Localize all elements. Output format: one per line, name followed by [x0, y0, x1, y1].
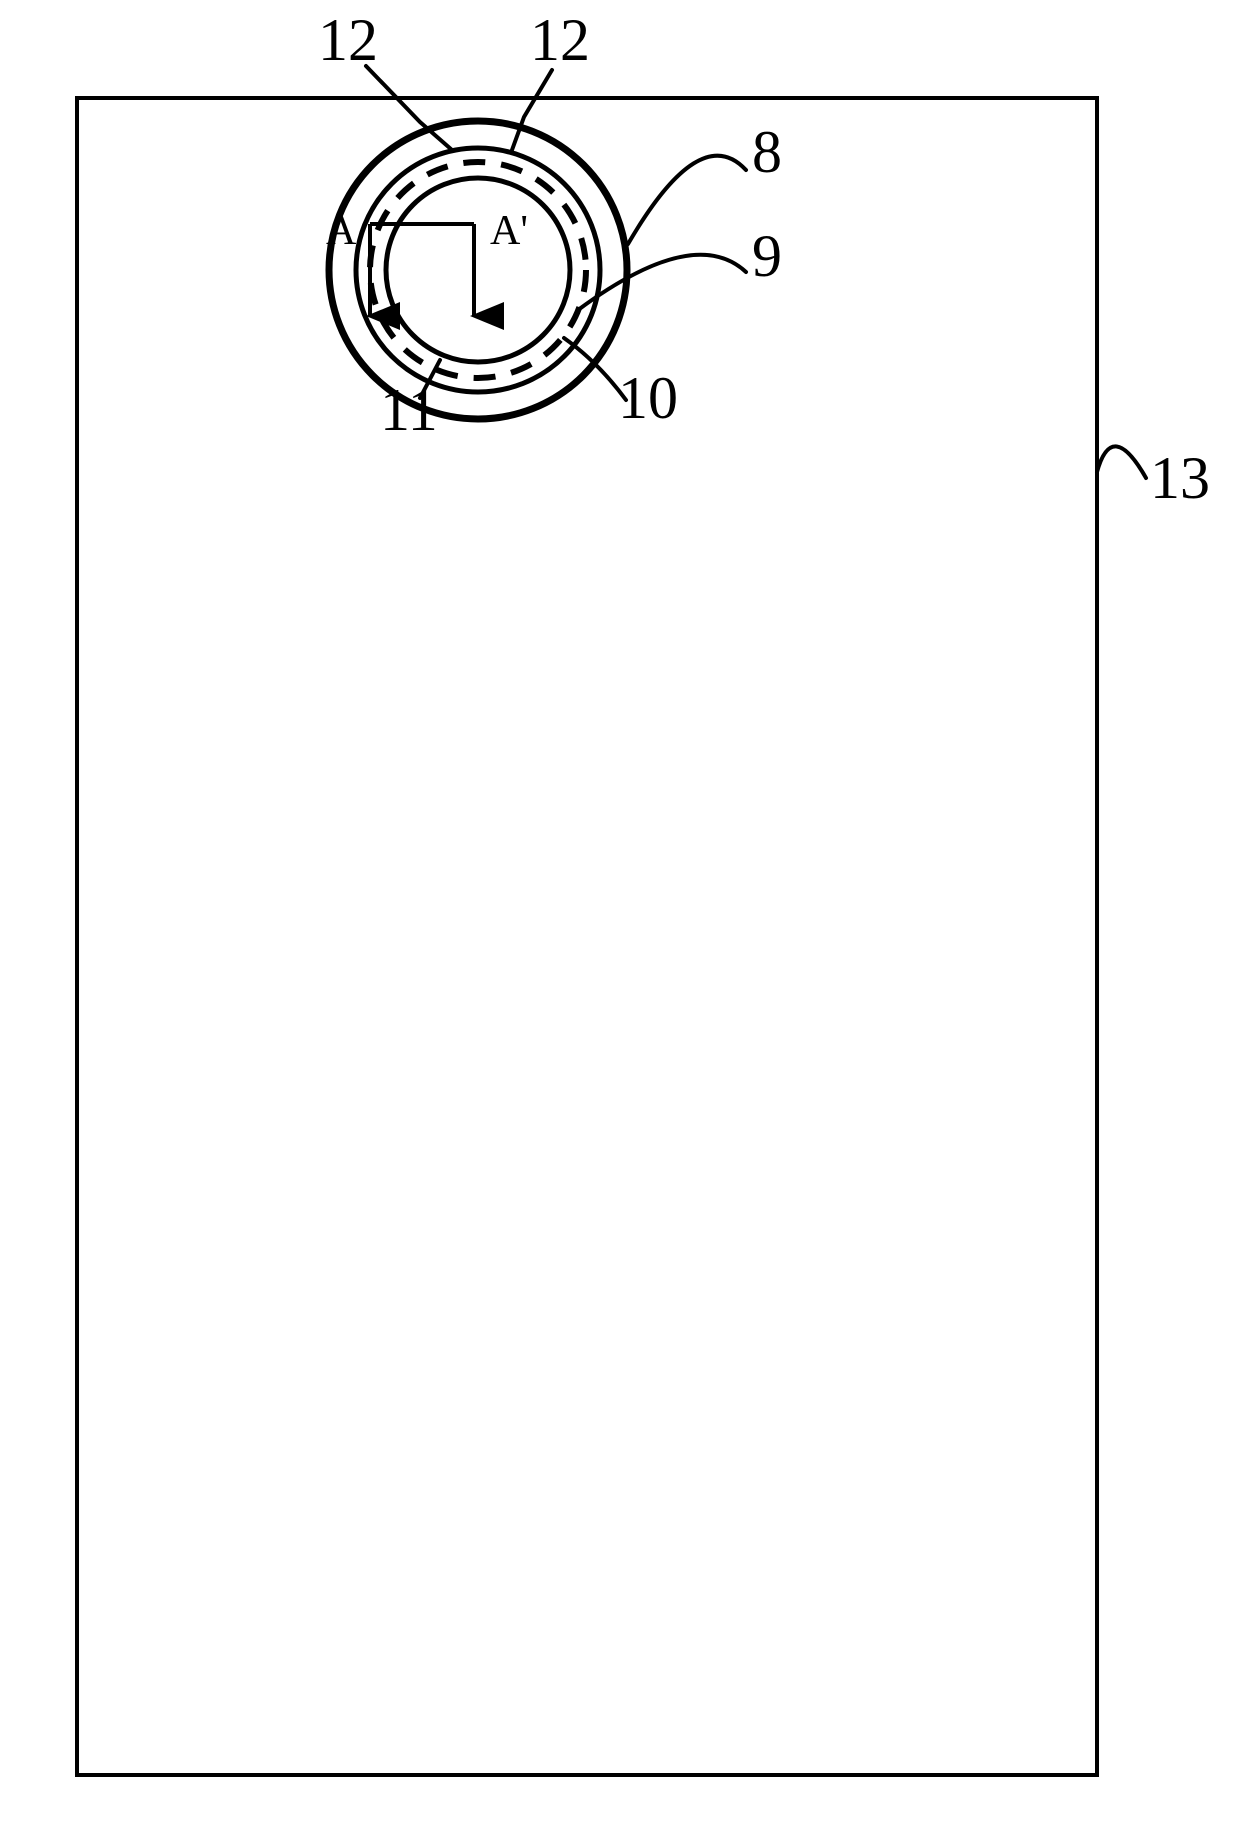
outer-frame [77, 98, 1097, 1775]
label-l12b: 12 [530, 7, 590, 73]
leader-13 [1097, 446, 1146, 478]
label-l10: 10 [618, 365, 678, 431]
leader-9 [578, 255, 746, 310]
circle-dashed [370, 162, 586, 378]
label-l11: 11 [380, 377, 438, 443]
leader-8 [628, 156, 746, 244]
label-a: A [326, 208, 357, 254]
label-l12a: 12 [318, 7, 378, 73]
label-l8: 8 [752, 119, 782, 185]
circle-mid [356, 148, 600, 392]
leader-10 [564, 338, 626, 400]
label-ap: A' [490, 208, 528, 254]
circle-inner [386, 178, 570, 362]
label-l13: 13 [1150, 445, 1210, 511]
label-l9: 9 [752, 223, 782, 289]
circle-outer [329, 121, 627, 419]
